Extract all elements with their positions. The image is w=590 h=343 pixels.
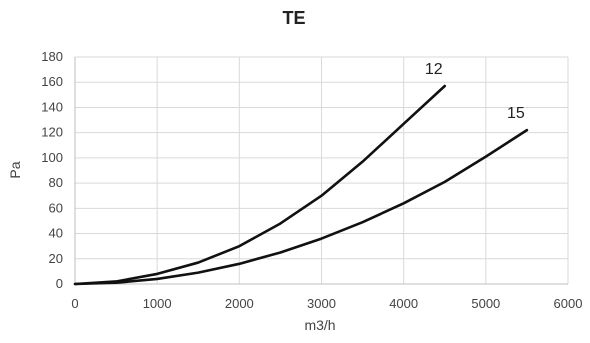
y-tick-label: 120: [41, 125, 63, 140]
label-layer: 0 20 40 60 80 100 120 140 160 180 0 1000 2000 3000 400…: [41, 49, 582, 311]
series-layer: [73, 84, 529, 286]
y-tick-label: 160: [41, 74, 63, 89]
y-tick-label: 100: [41, 150, 63, 165]
x-tick-label: 5000: [471, 296, 500, 311]
x-tick-label: 2000: [225, 296, 254, 311]
y-tick-label: 40: [49, 226, 63, 241]
series-label-12: 12: [425, 61, 443, 78]
y-tick-label: 60: [49, 200, 63, 215]
x-axis-label: m3/h: [304, 317, 335, 333]
series-label-15: 15: [507, 105, 525, 122]
y-tick-label: 180: [41, 49, 63, 64]
y-tick-label: 0: [56, 276, 63, 291]
y-axis-label: Pa: [7, 161, 23, 178]
x-tick-label: 4000: [389, 296, 418, 311]
chart-title: TE: [282, 8, 305, 28]
series-line-15: [73, 128, 529, 286]
axis-layer: [74, 57, 568, 285]
grid-layer: [75, 56, 569, 284]
y-tick-label: 20: [49, 251, 63, 266]
x-tick-label: 6000: [554, 296, 583, 311]
series-line-12: [73, 84, 447, 286]
y-tick-label: 140: [41, 99, 63, 114]
x-tick-label: 0: [71, 296, 78, 311]
x-tick-label: 3000: [307, 296, 336, 311]
x-tick-label: 1000: [143, 296, 172, 311]
y-tick-label: 80: [49, 175, 63, 190]
